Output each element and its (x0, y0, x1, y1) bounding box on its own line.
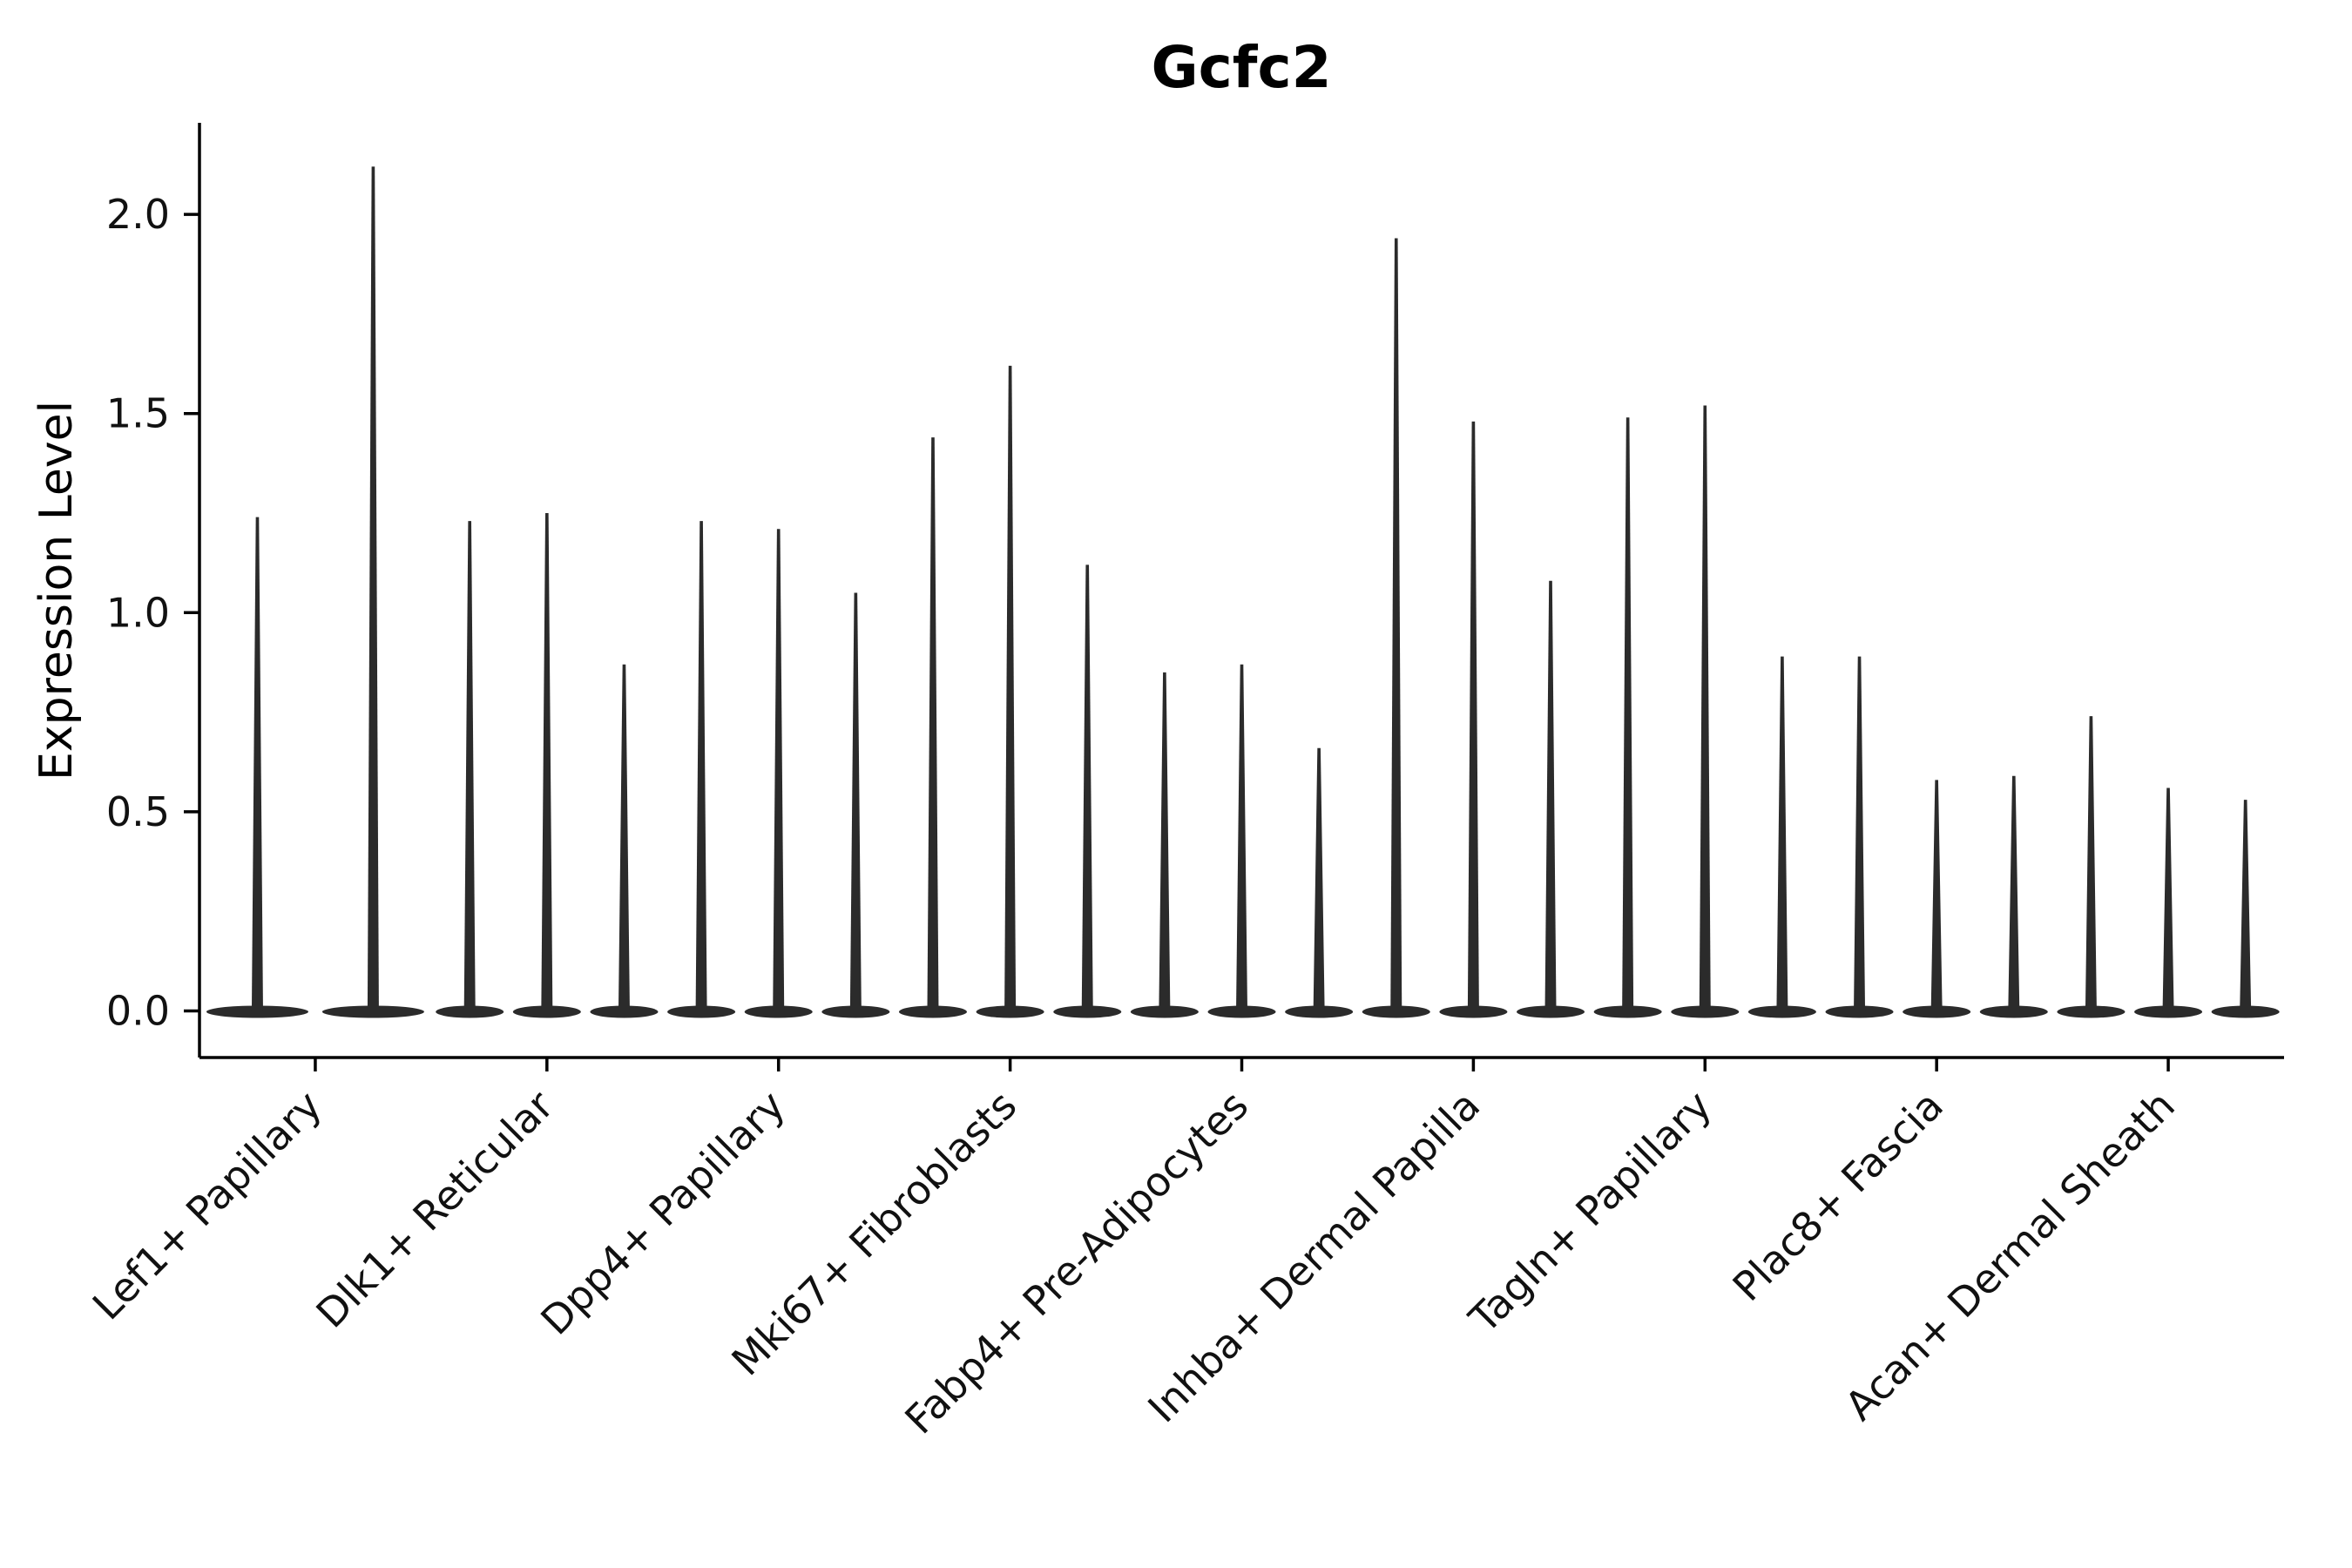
y-tick-label: 1.0 (106, 589, 170, 636)
violin-needle (541, 513, 553, 1011)
violin-needle (1930, 780, 1943, 1011)
violin-needle (1081, 564, 1093, 1011)
violin-body (821, 1005, 890, 1018)
x-tick-label: Tagln+ Papillary (1459, 1082, 1720, 1343)
y-axis-label: Expression Level (30, 401, 83, 781)
violin-body (744, 1005, 813, 1018)
violin-needle (2240, 800, 2252, 1011)
violin-body (436, 1005, 504, 1018)
violin-body (976, 1005, 1044, 1018)
y-tick-label: 0.0 (106, 988, 170, 1035)
violin-needle (1622, 417, 1634, 1011)
violin-body (1285, 1005, 1354, 1018)
violin-needle (1699, 405, 1711, 1011)
violin-body (1825, 1005, 1894, 1018)
violin-needle (367, 166, 379, 1011)
violin-body (512, 1005, 581, 1018)
y-tick-label: 1.5 (106, 390, 170, 437)
violin-body (2134, 1005, 2203, 1018)
violin-body (1593, 1005, 1662, 1018)
x-tick-label: Lef1+ Papillary (84, 1082, 331, 1329)
violin-needle (251, 517, 263, 1011)
violin-needle (1776, 656, 1788, 1011)
violin-needle (695, 521, 707, 1011)
violin-needle (927, 437, 939, 1011)
violin-body (1130, 1005, 1199, 1018)
violin-needle (773, 529, 785, 1011)
violin-body (321, 1005, 424, 1018)
violin-needle (2085, 716, 2097, 1011)
violin-body (1903, 1005, 1971, 1018)
violin-body (667, 1005, 736, 1018)
violin-needle (1467, 421, 1479, 1011)
violin-needle (618, 664, 630, 1011)
chart-title: Gcfc2 (1151, 34, 1331, 101)
violin-body (1362, 1005, 1430, 1018)
violin-needle (849, 592, 862, 1011)
violin-needle (1544, 580, 1557, 1011)
violin-needle (1159, 672, 1171, 1011)
violin-body (590, 1005, 659, 1018)
violin-body (1053, 1005, 1122, 1018)
violin-body (2211, 1005, 2280, 1018)
violin-needle (1004, 365, 1017, 1011)
y-tick-label: 0.5 (106, 788, 170, 835)
violin-needle (1854, 656, 1866, 1011)
x-tick-label: Plac8+ Fascia (1724, 1082, 1952, 1310)
violin-body (1671, 1005, 1740, 1018)
violin-body (1979, 1005, 2048, 1018)
x-tick-label: Dpp4+ Papillary (531, 1082, 794, 1344)
violin-needle (463, 521, 476, 1011)
violin-needle (1390, 238, 1402, 1011)
violin-body (898, 1005, 967, 1018)
x-tick-label: Dlk1+ Reticular (307, 1082, 562, 1337)
violin-body (2057, 1005, 2126, 1018)
violin-needle (1236, 664, 1247, 1011)
violin-body (1207, 1005, 1276, 1018)
violin-body (206, 1005, 308, 1018)
violin-body (1517, 1005, 1585, 1018)
violin-needle (2162, 787, 2174, 1011)
violin-needle (1313, 747, 1325, 1011)
violin-body (1747, 1005, 1816, 1018)
y-tick-label: 2.0 (106, 191, 170, 238)
violin-body (1439, 1005, 1508, 1018)
violin-needle (2008, 775, 2020, 1011)
